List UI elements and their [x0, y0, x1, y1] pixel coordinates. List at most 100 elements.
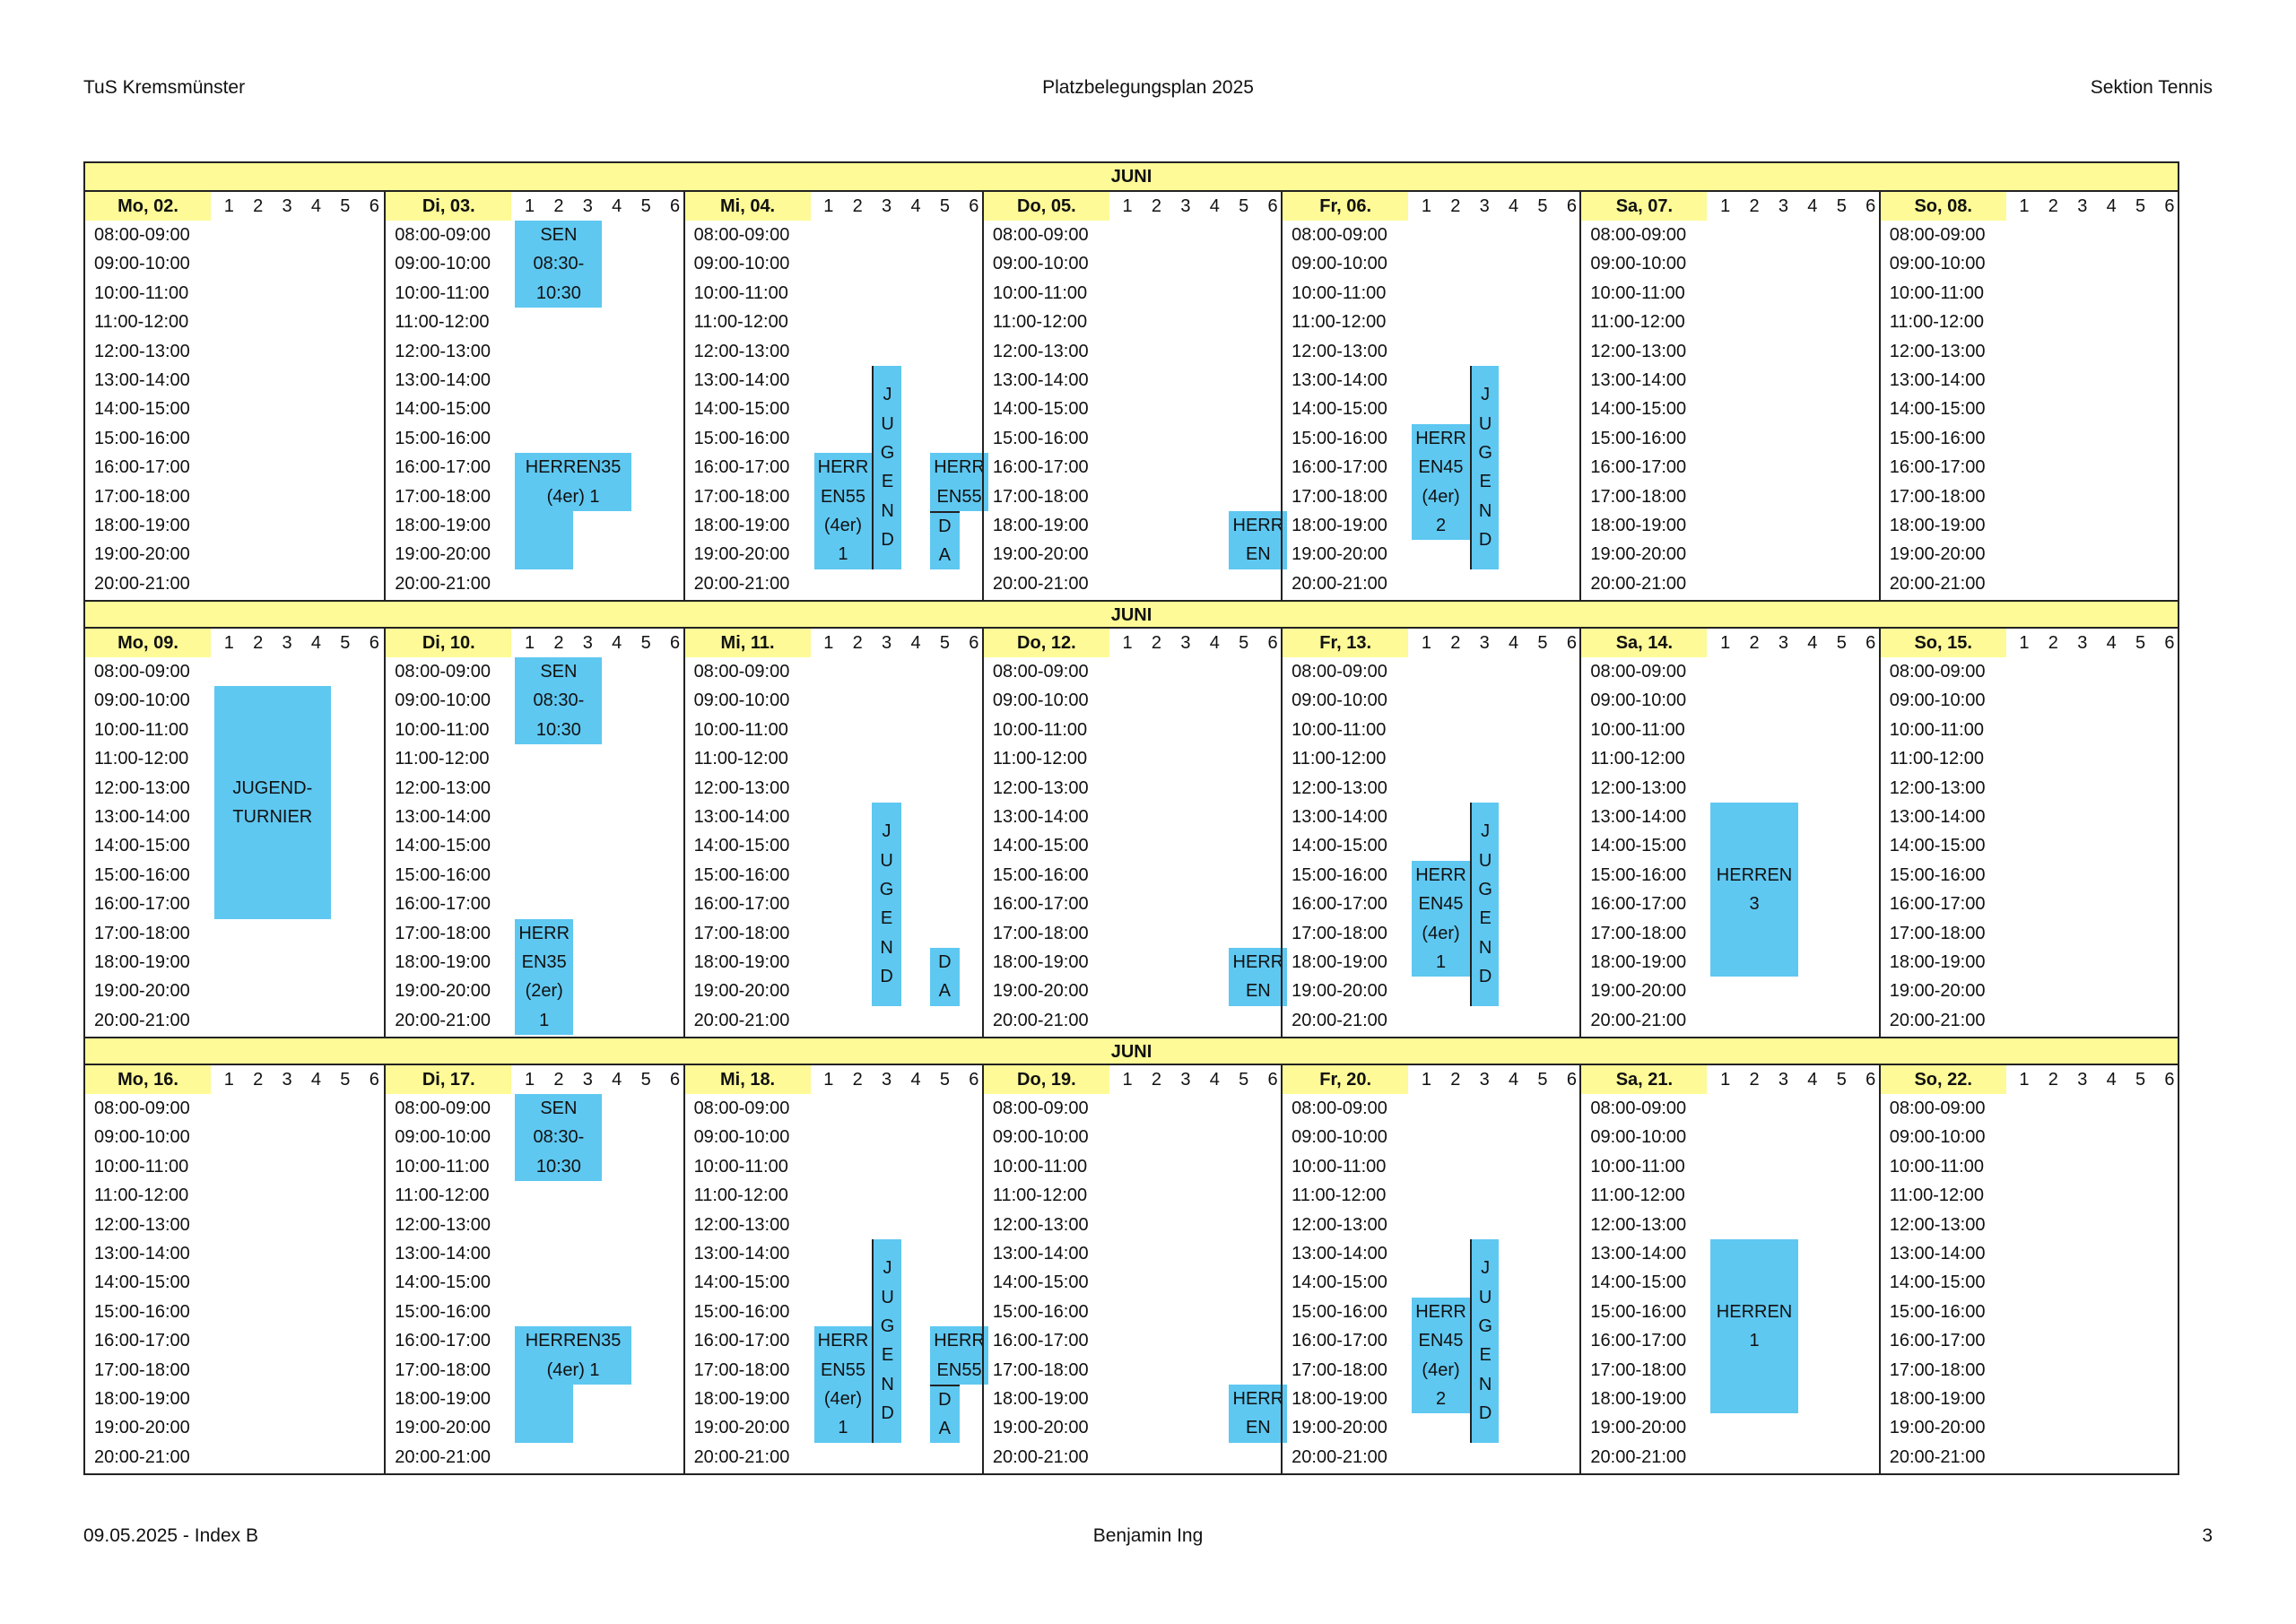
court-number: 1: [223, 1070, 234, 1090]
booking-text: (4er): [823, 515, 863, 535]
booking-block[interactable]: HERREN35 (4er) 1: [515, 453, 631, 511]
booking-block[interactable]: SEN 08:30- 10:30: [515, 657, 603, 745]
day-column: Di, 03. 1 2 3 4 5 6 08:00-09:00 09:00-10:00 10:00…: [384, 192, 683, 600]
booking-block[interactable]: HERR EN: [1229, 511, 1288, 569]
time-slot: 13:00-14:00: [1590, 1244, 1687, 1264]
booking-block[interactable]: HERR EN: [1229, 948, 1288, 1006]
time-slot: 09:00-10:00: [395, 254, 491, 274]
booking-text: G: [1478, 1316, 1492, 1336]
time-slot: 20:00-21:00: [1889, 1010, 1986, 1030]
booking-block[interactable]: HERR EN55 (4er) 1: [813, 1326, 873, 1443]
day-label: Fr, 13.: [1283, 629, 1409, 657]
court-number: 4: [612, 1070, 622, 1090]
court-number: 3: [582, 196, 593, 216]
booking-text: G: [880, 442, 895, 463]
time-slot: 14:00-15:00: [1590, 399, 1687, 420]
booking-block[interactable]: SEN 08:30- 10:30: [515, 221, 603, 308]
booking-text: D: [938, 952, 952, 972]
court-number: 6: [669, 1070, 681, 1090]
time-slot: 16:00-17:00: [1590, 1331, 1687, 1351]
time-slot: 19:00-20:00: [693, 544, 790, 565]
time-slot: 08:00-09:00: [1292, 662, 1387, 682]
booking-block[interactable]: HERR EN45 (4er) 2: [1412, 423, 1470, 541]
court-number: 2: [1450, 633, 1461, 653]
court-number: 1: [1720, 633, 1731, 653]
time-slot: 08:00-09:00: [1889, 662, 1986, 682]
court-number: 1: [524, 633, 535, 653]
time-slot: 13:00-14:00: [1590, 807, 1687, 827]
time-slot: 09:00-10:00: [693, 690, 790, 711]
time-slot: 20:00-21:00: [1590, 573, 1687, 594]
booking-text: D: [1478, 1403, 1492, 1424]
booking-block[interactable]: HERR EN55: [930, 453, 988, 511]
booking-block[interactable]: HERR EN: [1229, 1385, 1288, 1443]
day-column: Mo, 16. 1 2 3 4 5 6 08:00-09:00 09:00-10:00 10:00…: [85, 1065, 384, 1473]
booking-text: EN55: [820, 1359, 865, 1380]
time-slot: 14:00-15:00: [1292, 1272, 1387, 1293]
day-label: Do, 12.: [983, 629, 1109, 657]
time-slot: 12:00-13:00: [693, 341, 790, 361]
booking-text: (4er): [823, 1388, 863, 1409]
time-slot: 19:00-20:00: [693, 981, 790, 1002]
booking-block[interactable]: HERR EN55 (4er) 1: [813, 453, 873, 569]
time-slot: 20:00-21:00: [1590, 1446, 1687, 1467]
court-number: 6: [969, 633, 979, 653]
court-number: 2: [253, 633, 264, 653]
time-slot: 09:00-10:00: [992, 690, 1089, 711]
booking-text: EN55: [936, 1359, 982, 1380]
time-slot: 12:00-13:00: [94, 1214, 190, 1235]
booking-block[interactable]: [515, 511, 574, 569]
court-number: 6: [2164, 196, 2175, 216]
time-slot: 15:00-16:00: [94, 428, 190, 448]
time-slot: 15:00-16:00: [693, 1301, 790, 1322]
booking-block[interactable]: HERR EN45 (4er) 2: [1412, 1297, 1470, 1414]
booking-text: HERR: [817, 457, 869, 478]
booking-block[interactable]: HERREN 3: [1710, 803, 1798, 977]
booking-text: N: [881, 1374, 894, 1394]
time-slot: 16:00-17:00: [693, 457, 790, 478]
court-number: 6: [1267, 1070, 1278, 1090]
time-slot: 08:00-09:00: [1590, 1099, 1687, 1118]
booking-block[interactable]: HERREN35 (4er) 1: [515, 1326, 631, 1385]
court-number: 3: [582, 633, 593, 653]
booking-block[interactable]: HERREN 1: [1710, 1239, 1798, 1414]
time-slot: 09:00-10:00: [94, 1127, 190, 1148]
booking-block[interactable]: HERR EN55: [930, 1326, 988, 1385]
time-slot: 13:00-14:00: [94, 807, 190, 827]
time-slot: 20:00-21:00: [992, 1010, 1089, 1030]
booking-text: HERR: [1232, 952, 1284, 972]
day-label: Mo, 09.: [85, 629, 211, 657]
court-number: 1: [524, 196, 535, 216]
booking-text: N: [881, 500, 894, 521]
booking-text: N: [1478, 937, 1492, 958]
time-slot: 18:00-19:00: [693, 952, 790, 972]
time-slot: 12:00-13:00: [693, 1214, 790, 1235]
time-slot: 10:00-11:00: [395, 1156, 490, 1177]
booking-text: U: [1478, 1287, 1492, 1307]
booking-block[interactable]: [515, 1385, 574, 1443]
court-number: 5: [2135, 633, 2146, 653]
court-number: 3: [1778, 1070, 1789, 1090]
court-number: 4: [910, 1070, 921, 1090]
booking-block[interactable]: HERR EN45 (4er) 1: [1412, 860, 1470, 977]
time-slot: 12:00-13:00: [1292, 341, 1387, 361]
booking-text: TURNIER: [232, 806, 313, 827]
day-label: Mi, 11.: [684, 629, 811, 657]
day-label: Mo, 02.: [85, 192, 211, 221]
booking-text: HERREN: [1716, 1301, 1793, 1322]
time-slot: 11:00-12:00: [1292, 1185, 1387, 1206]
time-slot: 15:00-16:00: [395, 428, 491, 448]
booking-block[interactable]: HERR EN35 (2er) 1: [515, 918, 574, 1036]
booking-block[interactable]: JUGEND- TURNIER: [214, 686, 331, 919]
booking-block[interactable]: SEN 08:30- 10:30: [515, 1094, 603, 1182]
time-slot: 14:00-15:00: [1889, 1272, 1986, 1293]
